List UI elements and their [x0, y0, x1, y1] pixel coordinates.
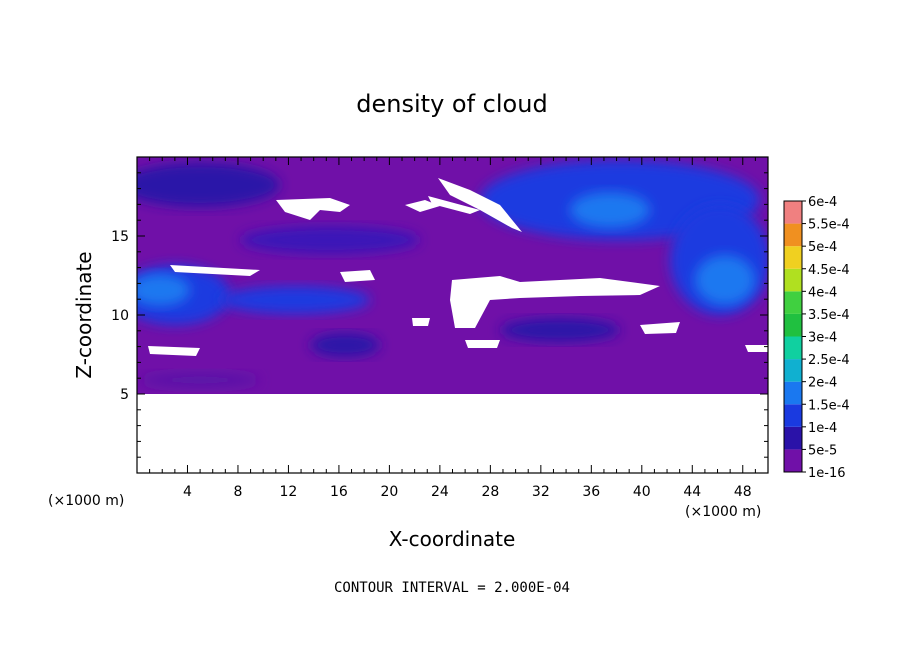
y-tick-label: 10 — [111, 308, 129, 324]
x-tick-label: 28 — [481, 484, 499, 500]
x-tick-label: 20 — [380, 484, 398, 500]
cloud-region — [695, 255, 755, 305]
colorbar-label: 2e-4 — [808, 376, 837, 391]
x-tick-label: 36 — [582, 484, 600, 500]
colorbar-swatch — [784, 336, 802, 360]
empty-region — [170, 265, 260, 276]
colorbar: 1e-16 5e-5 1e-4 1.5e-4 2e-4 2.5e-4 3e-4 3.5e-4 4… — [783, 195, 850, 481]
colorbar-label: 4.5e-4 — [808, 263, 850, 278]
empty-region — [465, 340, 500, 348]
contour-interval-note: CONTOUR INTERVAL = 2.000E-04 — [334, 580, 570, 596]
colorbar-swatch — [784, 201, 802, 224]
colorbar-label: 2.5e-4 — [808, 353, 850, 368]
colorbar-label: 1e-16 — [808, 466, 846, 481]
colorbar-swatch — [784, 381, 802, 405]
colorbar-label: 6e-4 — [808, 195, 837, 210]
cloud-region — [220, 286, 370, 314]
empty-region — [428, 196, 480, 214]
cloud-region — [240, 226, 420, 254]
colorbar-label: 5.5e-4 — [808, 218, 850, 233]
empty-region — [640, 322, 680, 334]
empty-region — [340, 270, 375, 282]
cloud-region — [140, 372, 260, 388]
x-tick-label: 4 — [183, 484, 192, 500]
x-axis-label: X-coordinate — [389, 527, 516, 551]
colorbar-swatch — [784, 404, 802, 427]
x-axis-unit-left: (×1000 m) — [48, 493, 124, 509]
y-tick-label: 15 — [111, 229, 129, 245]
x-tick-label: 16 — [330, 484, 348, 500]
x-tick-label: 40 — [633, 484, 651, 500]
colorbar-label: 3e-4 — [808, 331, 837, 346]
y-axis-label: Z-coordinate — [72, 251, 96, 378]
colorbar-swatch — [784, 426, 802, 450]
x-axis: 4 8 12 16 20 24 28 32 36 40 44 48 — [149, 157, 756, 500]
cloud-region — [137, 274, 190, 306]
x-tick-label: 48 — [734, 484, 752, 500]
cloud-region — [570, 192, 650, 228]
colorbar-swatch — [784, 268, 802, 292]
empty-region — [450, 276, 660, 328]
plot-field — [137, 157, 768, 473]
empty-region — [438, 178, 522, 232]
colorbar-swatch — [784, 359, 802, 382]
x-axis-unit-right: (×1000 m) — [685, 504, 761, 520]
colorbar-label: 5e-5 — [808, 443, 837, 458]
x-tick-label: 44 — [683, 484, 701, 500]
colorbar-swatch — [784, 223, 802, 247]
colorbar-label: 5e-4 — [808, 240, 837, 255]
colorbar-label: 1.5e-4 — [808, 398, 850, 413]
colorbar-label: 4e-4 — [808, 285, 837, 300]
empty-region — [412, 318, 430, 326]
cloud-regions — [137, 160, 768, 388]
y-tick-label: 5 — [120, 387, 129, 403]
colorbar-label: 3.5e-4 — [808, 308, 850, 323]
cloud-region — [500, 318, 620, 342]
colorbar-swatch — [784, 246, 802, 269]
empty-region — [745, 345, 768, 352]
x-tick-label: 12 — [280, 484, 298, 500]
chart-title: density of cloud — [356, 90, 547, 118]
y-axis: 5 10 15 — [111, 172, 768, 458]
blank-lower-region — [137, 394, 768, 473]
x-tick-label: 8 — [233, 484, 242, 500]
colorbar-swatch — [784, 449, 802, 472]
empty-region — [148, 346, 200, 356]
x-tick-label: 24 — [431, 484, 449, 500]
colorbar-swatch — [784, 291, 802, 314]
empty-region — [405, 200, 440, 212]
empty-regions — [148, 178, 768, 356]
colorbar-label: 1e-4 — [808, 421, 837, 436]
colorbar-swatch — [784, 313, 802, 337]
cloud-region — [137, 163, 280, 207]
x-tick-label: 32 — [532, 484, 550, 500]
cloud-region — [310, 333, 380, 357]
empty-region — [276, 198, 350, 220]
